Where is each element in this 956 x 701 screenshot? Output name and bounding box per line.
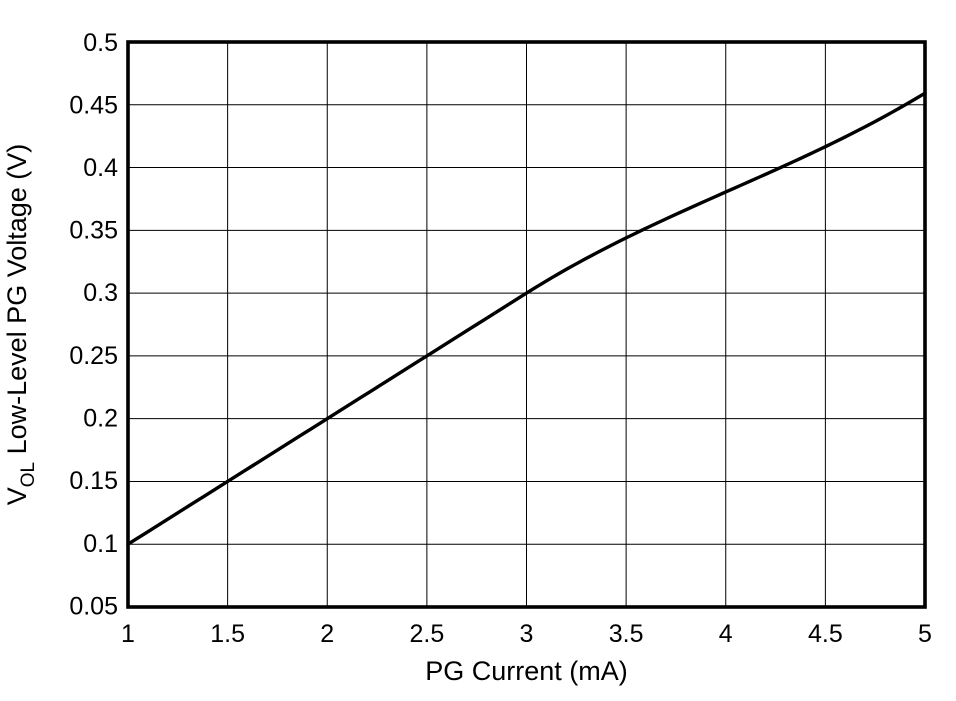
svg-text:0.35: 0.35 bbox=[69, 217, 118, 245]
svg-text:0.4: 0.4 bbox=[83, 154, 118, 182]
svg-text:3: 3 bbox=[520, 620, 534, 648]
svg-text:0.15: 0.15 bbox=[69, 467, 118, 495]
svg-text:0.5: 0.5 bbox=[83, 29, 118, 57]
svg-text:0.3: 0.3 bbox=[83, 279, 118, 307]
svg-text:0.2: 0.2 bbox=[83, 405, 118, 433]
svg-text:2.5: 2.5 bbox=[409, 620, 444, 648]
svg-text:1.5: 1.5 bbox=[210, 620, 245, 648]
svg-text:3.5: 3.5 bbox=[609, 620, 644, 648]
svg-text:4: 4 bbox=[719, 620, 733, 648]
svg-text:4.5: 4.5 bbox=[808, 620, 843, 648]
svg-text:2: 2 bbox=[320, 620, 334, 648]
svg-text:5: 5 bbox=[918, 620, 932, 648]
svg-text:PG Current (mA): PG Current (mA) bbox=[425, 656, 628, 686]
svg-text:VOL Low-Level PG Voltage (V): VOL Low-Level PG Voltage (V) bbox=[2, 144, 39, 506]
svg-text:0.25: 0.25 bbox=[69, 342, 118, 370]
svg-text:0.05: 0.05 bbox=[69, 593, 118, 621]
svg-text:1: 1 bbox=[121, 620, 135, 648]
svg-text:0.1: 0.1 bbox=[83, 530, 118, 558]
svg-text:0.45: 0.45 bbox=[69, 92, 118, 120]
